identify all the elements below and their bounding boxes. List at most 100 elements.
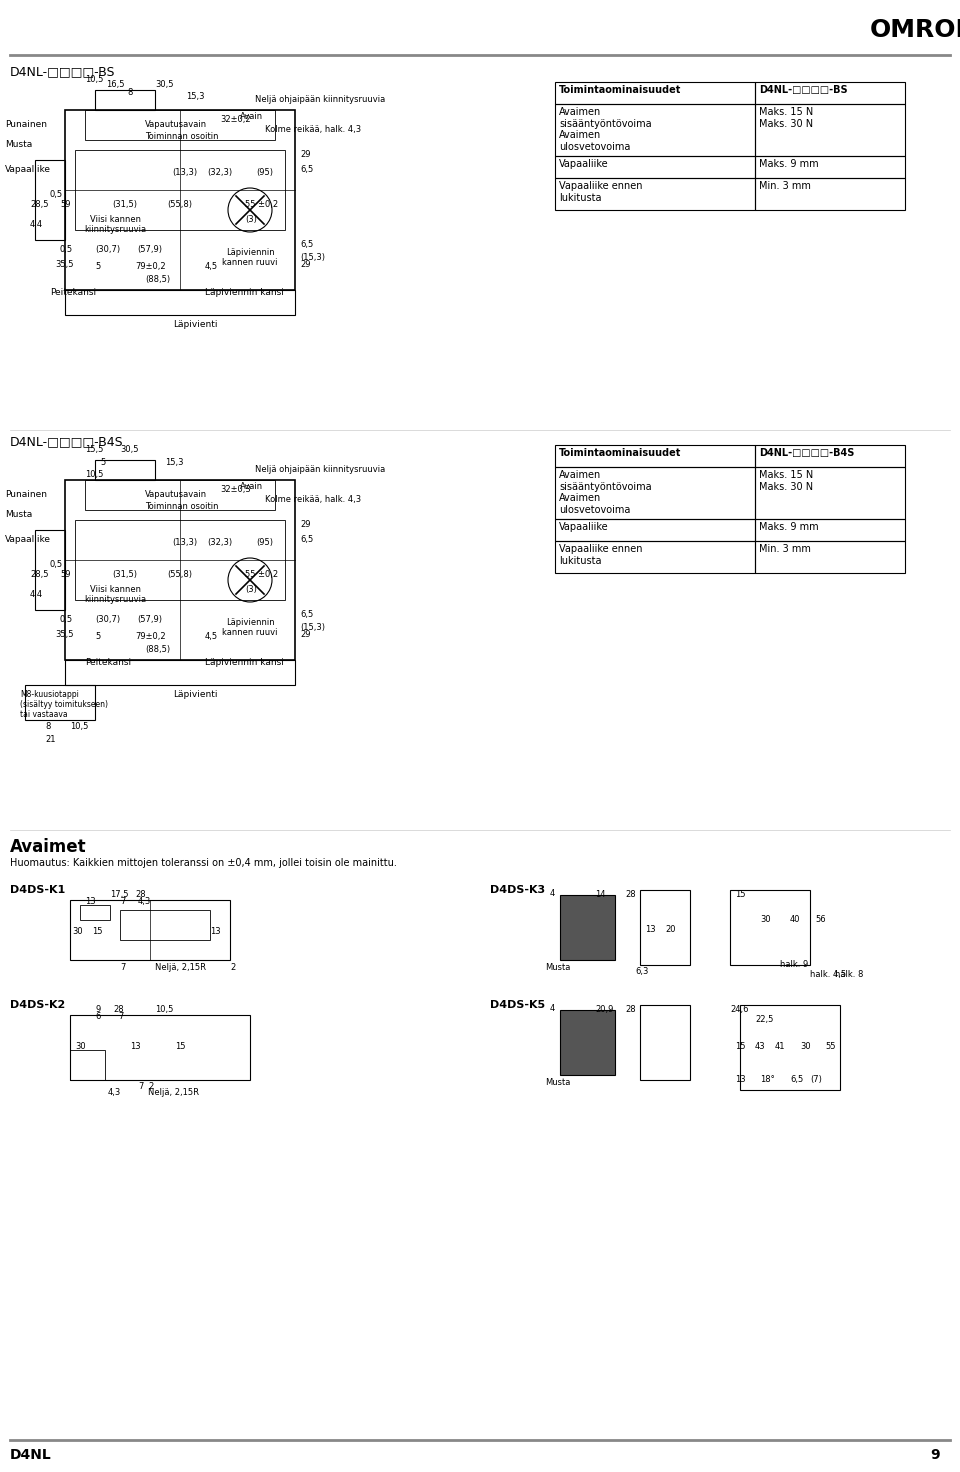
Text: Läpiviennin
kannen ruuvi: Läpiviennin kannen ruuvi xyxy=(223,247,277,268)
Text: Toiminnan osoitin: Toiminnan osoitin xyxy=(145,502,219,511)
Text: Neljä ohjaipään kiinnitysruuvia: Neljä ohjaipään kiinnitysruuvia xyxy=(255,465,385,474)
Text: 10,5: 10,5 xyxy=(85,75,104,84)
Text: 0,5: 0,5 xyxy=(60,615,73,624)
Bar xyxy=(755,105,905,156)
Bar xyxy=(555,105,755,156)
Text: tai vastaava: tai vastaava xyxy=(20,710,67,718)
Bar xyxy=(35,530,65,609)
Text: 18°: 18° xyxy=(760,1075,775,1083)
Bar xyxy=(555,178,755,210)
Bar xyxy=(65,480,295,659)
Text: Avaimen
sisääntyöntövoima
Avaimen
ulosvetovoima: Avaimen sisääntyöntövoima Avaimen ulosve… xyxy=(559,470,652,515)
Bar xyxy=(555,467,755,520)
Text: 4,4: 4,4 xyxy=(30,590,43,599)
Text: Kolme reikää, halk. 4,3: Kolme reikää, halk. 4,3 xyxy=(265,495,361,503)
Text: 5: 5 xyxy=(100,458,106,467)
Text: (13,3): (13,3) xyxy=(173,168,198,177)
Text: Viisi kannen
kiinnitysruuvia: Viisi kannen kiinnitysruuvia xyxy=(84,584,146,605)
Text: 0,5: 0,5 xyxy=(60,244,73,255)
Text: 29: 29 xyxy=(300,150,310,159)
Text: 13: 13 xyxy=(735,1075,746,1083)
Text: 29: 29 xyxy=(300,520,310,528)
Text: 6,5: 6,5 xyxy=(790,1075,804,1083)
Bar xyxy=(740,1005,840,1089)
Text: 59: 59 xyxy=(60,200,70,209)
Text: Läpiviennin
kannen ruuvi: Läpiviennin kannen ruuvi xyxy=(223,618,277,637)
Bar xyxy=(755,82,905,105)
Bar xyxy=(70,1016,250,1080)
Text: Min. 3 mm: Min. 3 mm xyxy=(759,181,811,191)
Text: (30,7): (30,7) xyxy=(95,615,120,624)
Text: 4,5: 4,5 xyxy=(205,262,218,271)
Bar xyxy=(755,445,905,467)
Text: Peitekansi: Peitekansi xyxy=(85,658,132,667)
Text: (30,7): (30,7) xyxy=(95,244,120,255)
Text: D4DS-K1: D4DS-K1 xyxy=(10,885,65,895)
Text: 0,5: 0,5 xyxy=(50,190,63,199)
Text: 6,5: 6,5 xyxy=(300,534,313,545)
Text: (7): (7) xyxy=(810,1075,822,1083)
Text: OMRON: OMRON xyxy=(870,18,960,43)
Bar xyxy=(65,110,295,290)
Text: D4NL-□□□□-BS: D4NL-□□□□-BS xyxy=(759,85,848,96)
Text: 15,3: 15,3 xyxy=(185,91,204,102)
Bar xyxy=(95,459,155,480)
Text: 13: 13 xyxy=(645,924,656,935)
Text: 43: 43 xyxy=(755,1042,766,1051)
Text: Kolme reikää, halk. 4,3: Kolme reikää, halk. 4,3 xyxy=(265,125,361,134)
Text: 30: 30 xyxy=(760,916,771,924)
Text: 9: 9 xyxy=(95,1005,100,1014)
Bar xyxy=(755,542,905,573)
Text: 29: 29 xyxy=(300,261,310,269)
Text: 30: 30 xyxy=(800,1042,810,1051)
Text: D4NL-□□□□-B4S: D4NL-□□□□-B4S xyxy=(759,447,854,458)
Text: 15,5: 15,5 xyxy=(85,445,104,453)
Text: Vapautusavain: Vapautusavain xyxy=(145,121,207,130)
Text: 28: 28 xyxy=(625,1005,636,1014)
Text: Vapaaliike: Vapaaliike xyxy=(5,165,51,174)
Text: 35,5: 35,5 xyxy=(55,261,74,269)
Text: M8-kuusiotappi: M8-kuusiotappi xyxy=(20,690,79,699)
Bar xyxy=(80,905,110,920)
Text: 30,5: 30,5 xyxy=(156,79,175,88)
Text: (55,8): (55,8) xyxy=(167,200,193,209)
Text: 79±0,2: 79±0,2 xyxy=(135,262,166,271)
Text: 13: 13 xyxy=(130,1042,140,1051)
Bar xyxy=(35,160,65,240)
Bar xyxy=(730,891,810,966)
Bar xyxy=(95,90,155,110)
Text: Neljä, 2,15R: Neljä, 2,15R xyxy=(148,1088,199,1097)
Text: D4NL-□□□□-B4S: D4NL-□□□□-B4S xyxy=(10,436,124,447)
Text: D4NL: D4NL xyxy=(10,1448,52,1462)
Text: Musta: Musta xyxy=(5,140,33,149)
Text: Punainen: Punainen xyxy=(5,121,47,130)
Text: Neljä ohjaipään kiinnitysruuvia: Neljä ohjaipään kiinnitysruuvia xyxy=(255,96,385,105)
Text: 10,5: 10,5 xyxy=(155,1005,174,1014)
Text: D4DS-K2: D4DS-K2 xyxy=(10,999,65,1010)
Text: 0,5: 0,5 xyxy=(50,559,63,570)
Text: 15: 15 xyxy=(175,1042,185,1051)
Text: D4DS-K5: D4DS-K5 xyxy=(490,999,545,1010)
Text: 4,3: 4,3 xyxy=(138,896,152,905)
Text: halk. 9: halk. 9 xyxy=(780,960,808,969)
Text: Vapaaliike ennen
lukitusta: Vapaaliike ennen lukitusta xyxy=(559,181,642,203)
Text: 28,5: 28,5 xyxy=(30,570,49,578)
Text: (32,3): (32,3) xyxy=(207,168,232,177)
Text: halk. 8: halk. 8 xyxy=(835,970,863,979)
Text: 32±0,2: 32±0,2 xyxy=(220,115,251,124)
Text: (3): (3) xyxy=(245,215,257,224)
Bar xyxy=(560,1010,615,1075)
Bar xyxy=(75,520,285,601)
Bar xyxy=(70,899,230,960)
Text: 4: 4 xyxy=(550,1004,555,1013)
Text: Vapaaliike ennen
lukitusta: Vapaaliike ennen lukitusta xyxy=(559,545,642,565)
Bar xyxy=(75,150,285,230)
Text: Läpivienti: Läpivienti xyxy=(173,319,217,330)
Text: 21: 21 xyxy=(45,735,56,743)
Text: 6: 6 xyxy=(95,1013,101,1022)
Text: 6,5: 6,5 xyxy=(300,165,313,174)
Text: 55 ±0,2: 55 ±0,2 xyxy=(245,570,278,578)
Text: 7: 7 xyxy=(118,1013,124,1022)
Text: (88,5): (88,5) xyxy=(145,645,170,654)
Text: Musta: Musta xyxy=(5,509,33,520)
